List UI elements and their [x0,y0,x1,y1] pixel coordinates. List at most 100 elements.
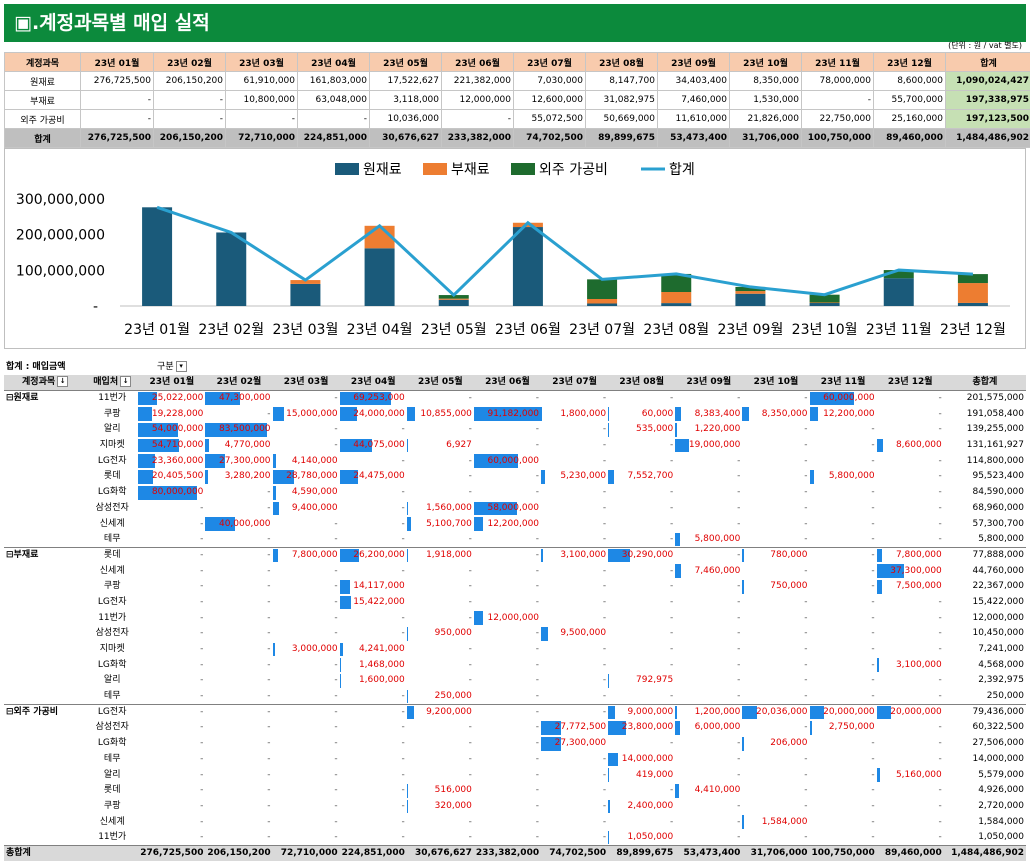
summary-cell[interactable]: 8,600,000 [873,71,946,91]
pivot-cell[interactable]: - [205,783,272,799]
summary-cell[interactable]: 10,036,000 [369,109,442,129]
pivot-cell[interactable]: 12,000,000 [473,610,541,626]
month-header[interactable]: 23년 04월 [339,375,407,391]
pivot-cell[interactable]: 5,800,000 [809,469,877,485]
grand-total-cell[interactable]: 89,460,000 [876,845,944,861]
pivot-cell[interactable]: - [810,767,877,783]
pivot-cell[interactable]: 23,800,000 [608,720,675,736]
pivot-cell[interactable]: - [675,453,742,469]
bar-segment[interactable] [883,270,914,279]
pivot-cell[interactable]: - [742,657,809,673]
row-total[interactable]: 7,241,000 [978,644,1024,655]
month-header[interactable]: 23년 05월 [406,375,474,391]
pivot-cell[interactable]: - [877,501,944,517]
row-total[interactable]: 84,590,000 [972,487,1024,498]
bar-segment[interactable] [216,232,247,306]
pivot-cell[interactable]: - [541,657,608,673]
pivot-cell[interactable]: - [742,642,809,658]
grand-total-cell[interactable]: 224,851,000 [339,845,407,861]
pivot-cell[interactable]: - [877,689,944,705]
pivot-cell[interactable]: - [877,752,944,768]
summary-cell[interactable]: 61,910,000 [225,71,298,91]
summary-cell[interactable]: - [80,109,154,129]
pivot-cell[interactable]: 4,410,000 [675,783,742,799]
pivot-cell[interactable]: - [273,689,340,705]
summary-cell[interactable]: 161,803,000 [297,71,370,91]
pivot-cell[interactable]: - [877,469,944,485]
pivot-cell[interactable]: - [810,830,877,846]
grand-total-cell[interactable]: 31,706,000 [742,845,810,861]
pivot-cell[interactable]: - [675,799,742,815]
pivot-cell[interactable]: - [138,783,205,799]
summary-header-cell[interactable]: 23년 01월 [80,52,154,72]
pivot-cell[interactable]: - [407,469,474,485]
row-total[interactable]: 201,575,000 [943,390,1026,407]
pivot-cell[interactable]: - [608,563,675,579]
pivot-cell[interactable]: 58,000,000 [473,501,541,517]
pivot-cell[interactable]: - [407,563,474,579]
pivot-cell[interactable]: - [273,610,340,626]
pivot-cell[interactable]: 60,000,000 [473,453,541,469]
month-header[interactable]: 23년 07월 [541,375,609,391]
pivot-cell[interactable]: - [138,563,205,579]
pivot-cell[interactable]: - [541,516,608,532]
pivot-cell[interactable]: - [675,501,742,517]
pivot-cell[interactable]: 206,000 [742,736,809,752]
pivot-cell[interactable]: - [474,626,541,642]
pivot-cell[interactable]: - [340,783,407,799]
pivot-cell[interactable]: - [675,752,742,768]
pivot-cell[interactable]: - [742,501,809,517]
summary-row-total[interactable]: 197,123,500 [945,109,1030,129]
vendor-label[interactable]: LG전자 [97,455,127,466]
grand-total-cell[interactable]: 89,899,675 [608,845,676,861]
pivot-cell[interactable]: 792,975 [608,673,675,689]
summary-cell[interactable]: 11,610,000 [657,109,730,129]
pivot-cell[interactable]: - [273,579,340,595]
pivot-cell[interactable]: - [810,485,877,501]
pivot-cell[interactable]: 47,300,000 [205,390,273,407]
pivot-cell[interactable]: - [541,563,608,579]
vendor-label[interactable]: 신세계 [99,565,125,576]
pivot-cell[interactable]: 6,000,000 [675,720,742,736]
pivot-cell[interactable]: - [474,736,541,752]
pivot-cell[interactable]: - [273,438,340,454]
pivot-cell[interactable]: 7,800,000 [876,547,944,564]
summary-cell[interactable]: 17,522,627 [369,71,442,91]
row-total[interactable]: 68,960,000 [972,502,1024,513]
bar-segment[interactable] [735,291,766,294]
vendor-label[interactable]: 11번가 [86,390,139,407]
pivot-cell[interactable]: - [877,642,944,658]
pivot-cell[interactable]: - [340,720,407,736]
vendor-label[interactable]: 쿠팡 [103,408,121,419]
summary-cell[interactable]: 206,150,200 [153,71,226,91]
grand-total-cell[interactable]: 74,702,500 [541,845,609,861]
row-total[interactable]: 77,888,000 [943,547,1026,564]
pivot-cell[interactable]: - [608,814,675,830]
vendor-label[interactable]: LG전자 [97,596,127,607]
pivot-cell[interactable]: 7,552,700 [608,469,675,485]
pivot-cell[interactable]: 5,230,000 [541,469,608,485]
pivot-cell[interactable]: 1,050,000 [608,830,675,846]
pivot-cell[interactable]: - [407,814,474,830]
vendor-label[interactable]: 삼성전자 [95,722,129,733]
summary-header-cell[interactable]: 23년 05월 [369,52,442,72]
pivot-cell[interactable]: 1,918,000 [406,547,474,564]
pivot-cell[interactable]: 10,855,000 [406,406,474,422]
pivot-cell[interactable]: - [541,453,608,469]
pivot-cell[interactable]: - [138,626,205,642]
summary-cell[interactable]: 276,725,500 [80,71,154,91]
pivot-cell[interactable]: - [205,752,272,768]
pivot-cell[interactable]: - [205,579,272,595]
vendor-label[interactable]: 지마켓 [99,440,125,451]
pivot-cell[interactable]: - [407,485,474,501]
pivot-cell[interactable]: 3,100,000 [876,657,944,673]
row-total[interactable]: 4,926,000 [978,785,1024,796]
pivot-cell[interactable]: - [608,626,675,642]
pivot-cell[interactable]: - [340,689,407,705]
pivot-cell[interactable]: - [877,626,944,642]
pivot-cell[interactable]: - [541,783,608,799]
vendor-label[interactable]: 신세계 [99,816,125,827]
pivot-cell[interactable]: - [407,532,474,548]
month-header[interactable]: 23년 09월 [675,375,743,391]
pivot-cell[interactable]: 60,000 [608,406,675,422]
